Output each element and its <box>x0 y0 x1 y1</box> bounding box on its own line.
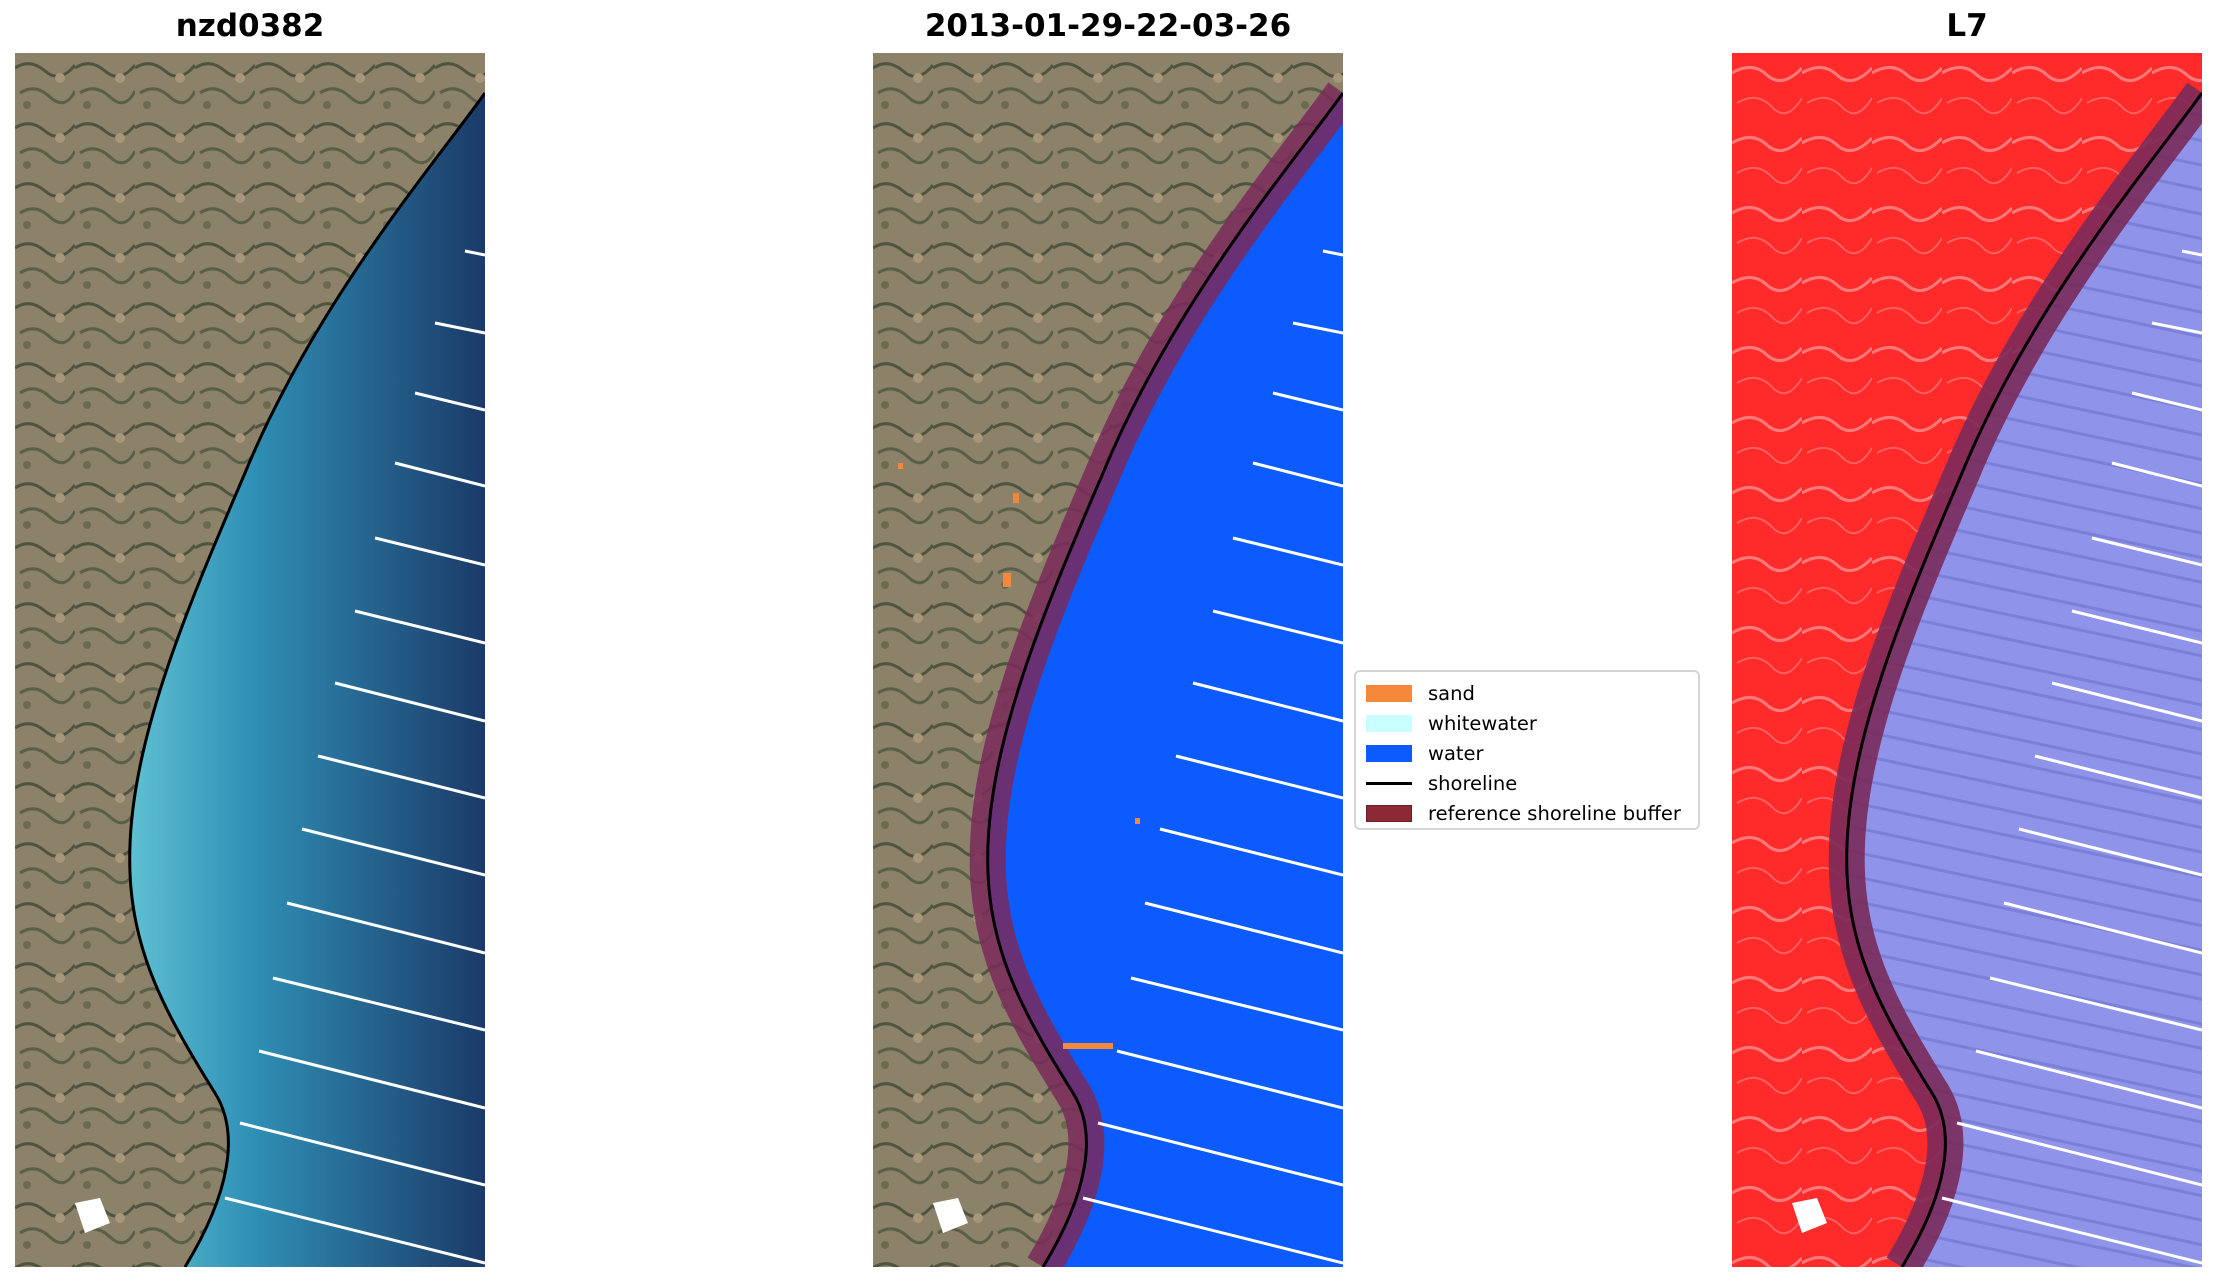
rgb-image-panel <box>15 53 485 1267</box>
legend-item-shoreline: shoreline <box>1366 768 1688 798</box>
water-swatch <box>1366 744 1412 762</box>
right-panel-title: L7 <box>1946 8 1988 44</box>
left-panel-title: nzd0382 <box>175 8 325 44</box>
middle-panel-title: 2013-01-29-22-03-26 <box>924 8 1292 44</box>
transect-lines <box>1082 249 1343 1265</box>
sand-swatch <box>1366 684 1412 702</box>
legend: sand whitewater water shoreline referenc… <box>1354 670 1700 830</box>
false-color-image-panel <box>1732 53 2202 1267</box>
legend-item-reference-buffer: reference shoreline buffer <box>1366 798 1688 828</box>
classified-image-panel <box>873 53 1343 1267</box>
shoreline-line <box>1845 92 2202 1267</box>
rgb-satellite-image <box>15 53 485 1267</box>
water-area <box>1846 93 2202 1267</box>
sea-area <box>129 93 485 1267</box>
legend-label: whitewater <box>1428 711 1537 735</box>
legend-label: sand <box>1428 681 1475 705</box>
whitewater-swatch <box>1366 714 1412 732</box>
legend-item-water: water <box>1366 738 1688 768</box>
legend-label: shoreline <box>1428 771 1518 795</box>
transect-lines <box>224 249 485 1265</box>
buffer-swatch <box>1366 804 1412 822</box>
legend-item-whitewater: whitewater <box>1366 708 1688 738</box>
transect-lines <box>1941 249 2202 1265</box>
shoreline-line <box>986 92 1343 1267</box>
legend-item-sand: sand <box>1366 678 1688 708</box>
shoreline-line-sample <box>1366 781 1412 785</box>
legend-label: reference shoreline buffer <box>1428 801 1681 825</box>
false-color-satellite-image <box>1732 53 2202 1267</box>
legend-label: water <box>1428 741 1484 765</box>
sand-class-pixels <box>898 463 1140 1049</box>
water-class-area <box>987 93 1343 1267</box>
shoreline-line <box>128 92 485 1267</box>
classified-satellite-image <box>873 53 1343 1267</box>
